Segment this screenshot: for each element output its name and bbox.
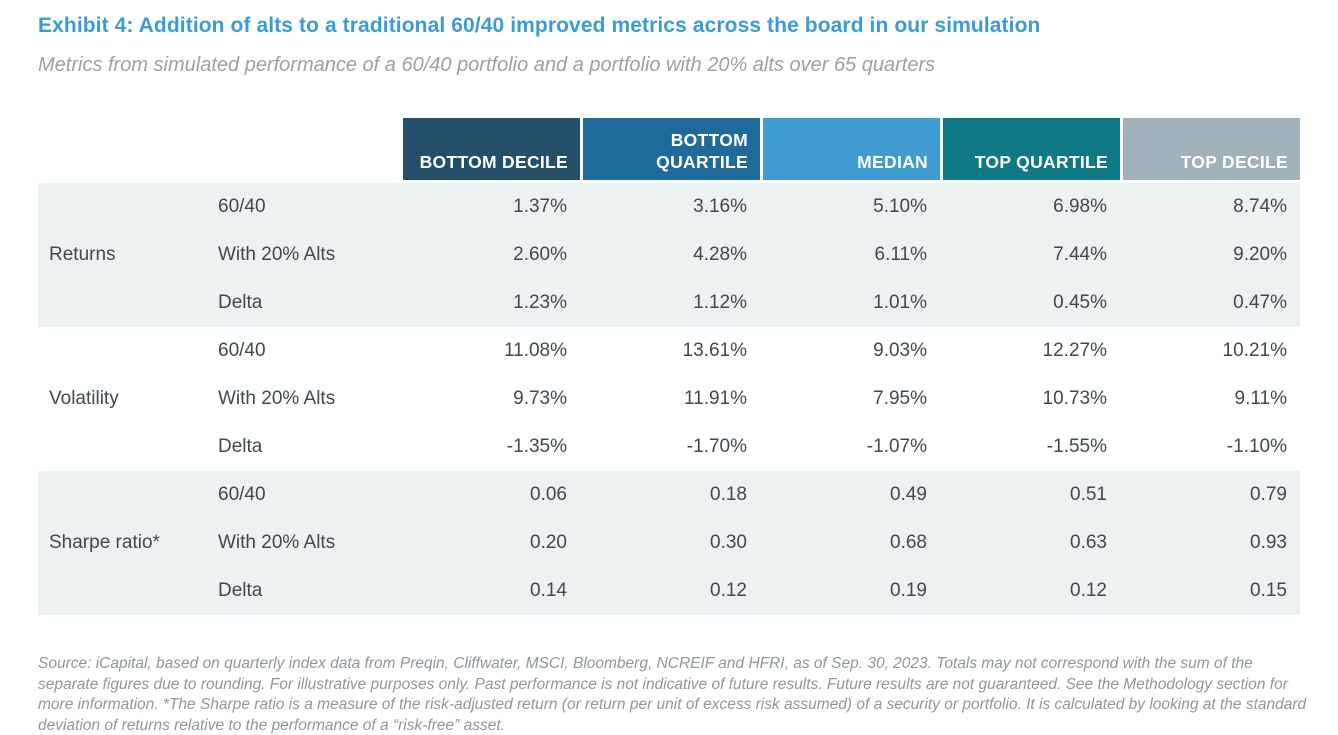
value-cell: 0.63 bbox=[1070, 532, 1107, 553]
value-cell: 13.61% bbox=[682, 340, 747, 361]
value-cell: -1.35% bbox=[506, 436, 567, 457]
metric-group: Volatility 60/40 11.08% 13.61% 9.03% 12.27% 10… bbox=[38, 327, 1300, 471]
value-cell: 10.73% bbox=[1042, 388, 1107, 409]
value-cell: 0.12 bbox=[710, 580, 747, 601]
value-cell: 7.44% bbox=[1053, 244, 1107, 265]
value-cell: 1.12% bbox=[693, 292, 747, 313]
column-header: TOP QUARTILE bbox=[940, 118, 1120, 180]
value-cell: 0.20 bbox=[530, 532, 567, 553]
portfolio-row-label: With 20% Alts bbox=[218, 388, 336, 409]
table-body: Returns 60/40 1.37% 3.16% 5.10% 6.98% 8.74% Wit… bbox=[38, 183, 1300, 615]
value-cell: 9.03% bbox=[873, 340, 927, 361]
metric-group: Returns 60/40 1.37% 3.16% 5.10% 6.98% 8.74% Wit… bbox=[38, 183, 1300, 327]
value-cell: 12.27% bbox=[1042, 340, 1107, 361]
portfolio-row-label: 60/40 bbox=[218, 340, 266, 361]
value-cell: 0.18 bbox=[710, 484, 747, 505]
value-cell: -1.55% bbox=[1046, 436, 1107, 457]
portfolio-row-label: 60/40 bbox=[218, 196, 266, 217]
value-cell: 8.74% bbox=[1233, 196, 1287, 217]
value-cell: 3.16% bbox=[693, 196, 747, 217]
column-header: BOTTOM QUARTILE bbox=[580, 118, 760, 180]
value-cell: 0.79 bbox=[1250, 484, 1287, 505]
value-cell: 7.95% bbox=[873, 388, 927, 409]
value-cell: 9.11% bbox=[1234, 388, 1287, 409]
value-cell: 0.45% bbox=[1053, 292, 1107, 313]
value-cell: 0.49 bbox=[890, 484, 927, 505]
value-cell: 0.19 bbox=[890, 580, 927, 601]
portfolio-row-label: With 20% Alts bbox=[218, 532, 336, 553]
column-header: MEDIAN bbox=[760, 118, 940, 180]
value-cell: 4.28% bbox=[693, 244, 747, 265]
portfolio-row-label: Delta bbox=[218, 292, 263, 313]
metric-group-label: Returns bbox=[49, 244, 116, 265]
value-cell: 10.21% bbox=[1222, 340, 1287, 361]
value-cell: -1.07% bbox=[866, 436, 927, 457]
value-cell: 6.11% bbox=[874, 244, 927, 265]
value-cell: 1.37% bbox=[513, 196, 567, 217]
value-cell: -1.10% bbox=[1226, 436, 1287, 457]
value-cell: 9.20% bbox=[1233, 244, 1287, 265]
value-cell: 5.10% bbox=[873, 196, 927, 217]
header-spacer bbox=[38, 118, 218, 180]
portfolio-row-label: Delta bbox=[218, 436, 263, 457]
value-cell: 0.47% bbox=[1233, 292, 1287, 313]
exhibit-title: Exhibit 4: Addition of alts to a traditi… bbox=[38, 14, 1041, 37]
value-cell: 0.14 bbox=[530, 580, 567, 601]
exhibit-subtitle: Metrics from simulated performance of a … bbox=[38, 54, 936, 76]
metric-group-label: Volatility bbox=[49, 388, 119, 409]
portfolio-row-label: With 20% Alts bbox=[218, 244, 336, 265]
value-cell: 0.30 bbox=[710, 532, 747, 553]
value-cell: 0.12 bbox=[1070, 580, 1107, 601]
metrics-table: BOTTOM DECILE BOTTOM QUARTILE MEDIAN TOP QU… bbox=[38, 118, 1300, 615]
portfolio-row-label: Delta bbox=[218, 580, 263, 601]
value-cell: 0.93 bbox=[1250, 532, 1287, 553]
column-header: BOTTOM DECILE bbox=[400, 118, 580, 180]
value-cell: 2.60% bbox=[513, 244, 567, 265]
metric-group: Sharpe ratio* 60/40 0.06 0.18 0.49 0.51 0.79 Wi… bbox=[38, 471, 1300, 615]
table-header-row: BOTTOM DECILE BOTTOM QUARTILE MEDIAN TOP QU… bbox=[38, 118, 1300, 180]
header-spacer bbox=[218, 118, 400, 180]
portfolio-row-label: 60/40 bbox=[218, 484, 266, 505]
value-cell: 0.68 bbox=[890, 532, 927, 553]
value-cell: 11.08% bbox=[503, 340, 567, 361]
value-cell: 9.73% bbox=[513, 388, 567, 409]
value-cell: 0.15 bbox=[1250, 580, 1287, 601]
metric-group-label: Sharpe ratio* bbox=[49, 532, 160, 553]
value-cell: 0.06 bbox=[530, 484, 567, 505]
column-header: TOP DECILE bbox=[1120, 118, 1300, 180]
value-cell: 11.91% bbox=[683, 388, 747, 409]
source-footnote: Source: iCapital, based on quarterly ind… bbox=[38, 655, 1307, 734]
value-cell: 1.01% bbox=[873, 292, 927, 313]
value-cell: 1.23% bbox=[513, 292, 567, 313]
value-cell: 6.98% bbox=[1053, 196, 1107, 217]
value-cell: 0.51 bbox=[1070, 484, 1107, 505]
value-cell: -1.70% bbox=[686, 436, 747, 457]
